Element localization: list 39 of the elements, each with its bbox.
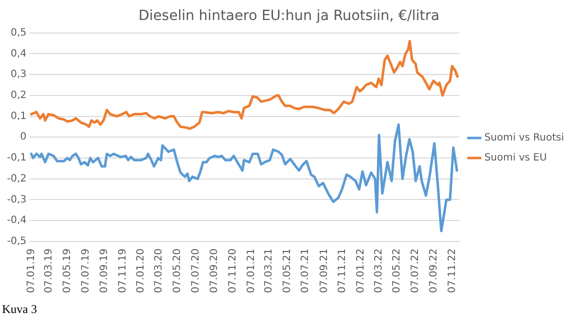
y-tick-label: 0,1 (10, 110, 27, 122)
x-tick-label: 07.09.20 (209, 248, 220, 293)
y-tick-label: 0,3 (10, 69, 27, 80)
x-tick-label: 07.11.20 (227, 248, 238, 293)
x-tick-label: 07.01.19 (26, 248, 37, 293)
chart-title: Dieselin hintaero EU:hun ja Ruotsiin, €/litra (138, 8, 440, 24)
x-tick-label: 07.03.22 (373, 248, 384, 293)
x-tick-label: 07.01.21 (246, 248, 257, 293)
y-tick-label: -0,1 (6, 152, 27, 164)
x-tick-label: 07.03.20 (154, 248, 165, 293)
x-tick-label: 07.05.19 (62, 248, 74, 293)
y-tick-label: 0,2 (10, 90, 27, 101)
legend-label: Suomi vs Ruotsi (484, 132, 564, 144)
legend-label: Suomi vs EU (484, 152, 547, 164)
y-tick-label: -0,4 (6, 215, 27, 226)
x-tick-label: 07.07.19 (80, 248, 92, 293)
x-tick-label: 07.03.19 (44, 248, 55, 293)
x-tick-label: 07.11.21 (337, 248, 348, 293)
x-tick-label: 07.07.21 (300, 248, 312, 293)
x-tick-label: 07.07.22 (410, 248, 422, 293)
text: Kuva 3 (2, 302, 37, 317)
x-tick-label: 07.11.19 (117, 248, 128, 293)
x-tick-label: 07.05.20 (172, 248, 184, 293)
y-tick-label: 0 (20, 132, 27, 143)
x-tick-label: 07.07.20 (190, 248, 202, 293)
x-tick-label: 07.09.19 (99, 248, 110, 293)
x-tick-label: 07.09.21 (318, 248, 330, 293)
y-tick-label: 0,4 (10, 48, 27, 60)
y-tick-label: 0,5 (10, 27, 27, 38)
x-tick-label: 07.05.21 (282, 248, 293, 293)
x-tick-label: 07.11.22 (447, 248, 458, 293)
x-tick-label: 07.03.21 (264, 248, 275, 293)
y-tick-label: -0,5 (6, 236, 27, 248)
x-tick-label: 07.09.22 (428, 248, 440, 293)
x-tick-label: 07.01.22 (356, 248, 367, 293)
y-tick-label: -0,3 (6, 194, 27, 206)
y-tick-label: -0,2 (6, 173, 27, 184)
x-tick-label: 07.05.22 (392, 248, 403, 293)
x-tick-label: 07.01.20 (136, 248, 147, 293)
